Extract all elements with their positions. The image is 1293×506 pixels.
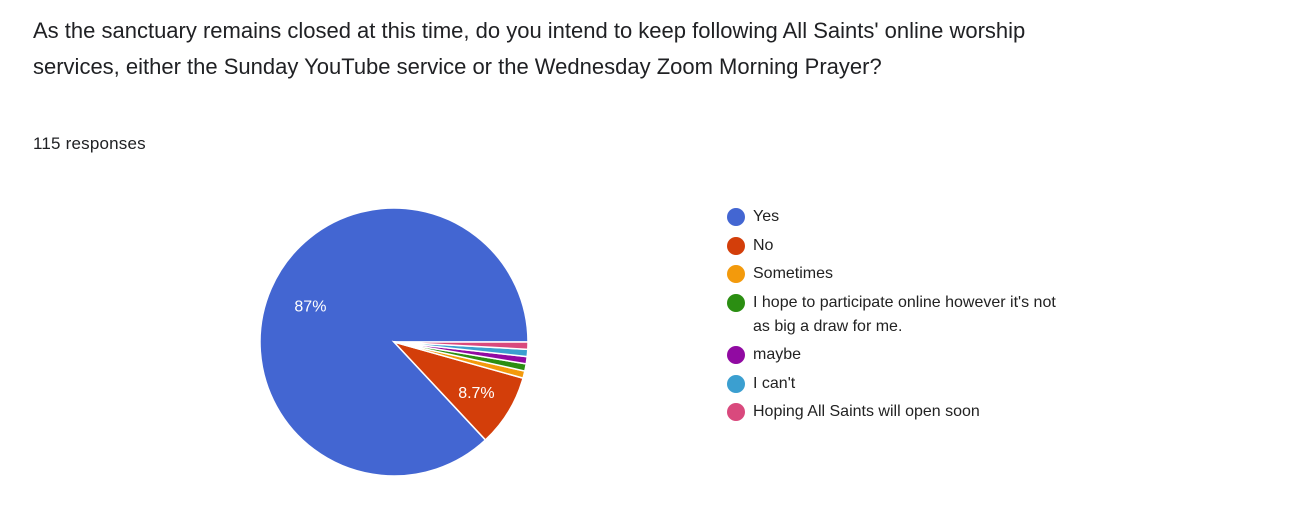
legend-swatch (727, 265, 745, 283)
legend-label: Yes (753, 208, 780, 225)
legend-label: Hoping All Saints will open soon (753, 403, 980, 420)
legend-item-hoping-open[interactable]: Hoping All Saints will open soon (727, 400, 1087, 424)
legend-item-cant[interactable]: I can't (727, 372, 1087, 396)
legend-swatch (727, 403, 745, 421)
legend-item-yes[interactable]: Yes (727, 205, 1087, 229)
pie-label-yes: 87% (294, 299, 326, 316)
legend-swatch (727, 346, 745, 364)
legend-swatch (727, 375, 745, 393)
legend-swatch (727, 294, 745, 312)
legend-label: I hope to participate online however it'… (753, 294, 1056, 335)
legend-label: Sometimes (753, 265, 834, 282)
legend-item-hope-to-participate[interactable]: I hope to participate online however it'… (727, 291, 1087, 339)
legend-label: I can't (753, 375, 796, 392)
legend-item-no[interactable]: No (727, 234, 1087, 258)
pie-slice-hoping-open[interactable] (393, 341, 529, 351)
legend-label: No (753, 237, 774, 254)
legend-item-sometimes[interactable]: Sometimes (727, 262, 1087, 286)
response-count: 115 responses (33, 134, 146, 153)
legend-swatch (727, 237, 745, 255)
question-title: As the sanctuary remains closed at this … (33, 18, 1026, 79)
legend-swatch (727, 208, 745, 226)
legend-label: maybe (753, 346, 802, 363)
pie-label-no: 8.7% (458, 385, 494, 402)
legend-item-maybe[interactable]: maybe (727, 343, 1087, 367)
